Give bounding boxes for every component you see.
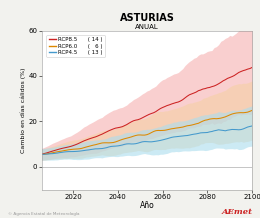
Legend: RCP8.5      ( 14 ), RCP6.0      (   6 ), RCP4.5      ( 13 ): RCP8.5 ( 14 ), RCP6.0 ( 6 ), RCP4.5 ( 13… [47,35,105,57]
Text: AEmet: AEmet [221,208,252,216]
Y-axis label: Cambio en días cálidos (%): Cambio en días cálidos (%) [20,67,26,153]
Text: ANUAL: ANUAL [135,24,159,30]
X-axis label: Año: Año [140,201,154,210]
Title: ASTURIAS: ASTURIAS [119,13,174,23]
Text: © Agencia Estatal de Meteorología: © Agencia Estatal de Meteorología [8,212,79,216]
